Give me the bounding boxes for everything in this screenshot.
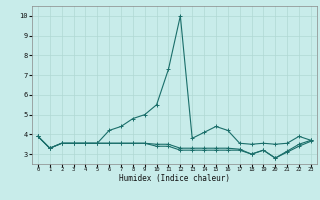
X-axis label: Humidex (Indice chaleur): Humidex (Indice chaleur) (119, 174, 230, 183)
